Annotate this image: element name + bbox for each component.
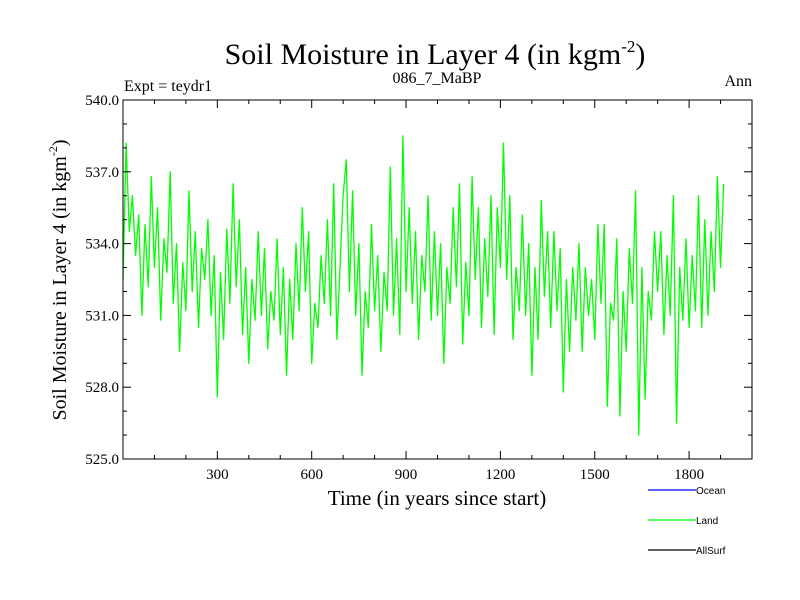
- x-tick-label: 900: [395, 467, 418, 483]
- x-tick-label: 300: [206, 467, 229, 483]
- x-tick-label: 1800: [674, 467, 704, 483]
- x-axis-label: Time (in years since start): [328, 486, 547, 510]
- chart-title-sup: -2: [621, 37, 635, 56]
- y-axis-label-close: ): [49, 139, 71, 146]
- y-tick-label: 540.0: [85, 93, 119, 109]
- y-tick-label: 531.0: [85, 308, 119, 324]
- y-tick-label: 534.0: [85, 237, 119, 253]
- x-tick-label: 600: [300, 467, 323, 483]
- y-tick-label: 525.0: [85, 452, 119, 468]
- x-tick-label: 1200: [485, 467, 515, 483]
- y-tick-label: 528.0: [85, 380, 119, 396]
- chart-title: Soil Moisture in Layer 4 (in kgm-2): [225, 37, 646, 71]
- chart-title-main: Soil Moisture in Layer 4 (in kgm: [225, 38, 622, 71]
- legend-label-allsurf: AllSurf: [696, 546, 726, 557]
- y-tick-label: 537.0: [85, 165, 119, 181]
- y-axis-ticks: 525.0 528.0 531.0 534.0 537.0 540.0: [85, 93, 752, 468]
- subtitle-right: Ann: [724, 73, 752, 90]
- legend-label-land: Land: [696, 516, 718, 527]
- series-line-land: [122, 135, 725, 436]
- subtitle-center: 086_7_MaBP: [393, 70, 482, 87]
- subtitle-left: Expt = teydr1: [124, 78, 212, 95]
- chart-title-close: ): [635, 38, 645, 71]
- y-axis-label-main: Soil Moisture in Layer 4 (in kgm: [49, 156, 71, 421]
- legend-label-ocean: Ocean: [696, 486, 725, 497]
- y-axis-label: Soil Moisture in Layer 4 (in kgm-2): [46, 139, 71, 420]
- legend: Ocean Land AllSurf: [648, 486, 726, 557]
- x-tick-label: 1500: [580, 467, 610, 483]
- y-axis-label-sup: -2: [46, 146, 60, 156]
- x-axis-ticks: 300 600 900 1200 1500 1800: [153, 100, 722, 483]
